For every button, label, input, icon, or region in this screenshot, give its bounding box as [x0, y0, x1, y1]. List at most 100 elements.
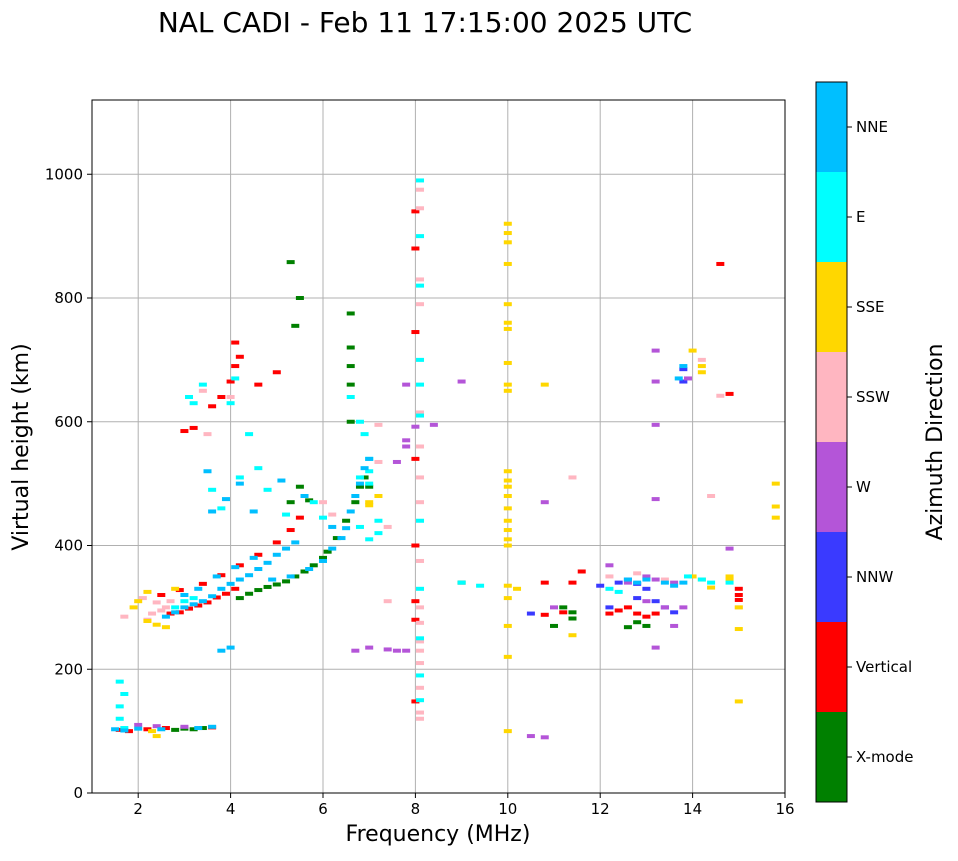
data-point: [416, 302, 425, 307]
data-point: [568, 633, 577, 638]
series-nne: [111, 364, 688, 733]
colorbar-segment: [816, 82, 847, 172]
data-point: [503, 484, 512, 489]
x-tick-label: 10: [498, 800, 517, 818]
data-point: [683, 376, 692, 381]
data-point: [235, 563, 244, 568]
data-point: [235, 596, 244, 601]
data-point: [416, 685, 425, 690]
data-point: [332, 536, 341, 541]
data-point: [383, 599, 392, 604]
data-point: [189, 401, 198, 406]
data-point: [550, 623, 558, 628]
data-point: [416, 558, 425, 563]
data-point: [365, 484, 374, 489]
data-point: [568, 610, 577, 615]
series-e: [115, 178, 734, 731]
data-point: [143, 618, 152, 623]
data-point: [651, 611, 660, 616]
data-point: [319, 500, 327, 505]
data-point: [411, 617, 420, 622]
data-point: [134, 722, 143, 727]
data-point: [688, 348, 697, 353]
data-point: [254, 567, 263, 572]
data-point: [355, 524, 364, 529]
x-tick-label: 6: [318, 800, 328, 818]
data-point: [282, 546, 291, 551]
data-point: [416, 277, 425, 282]
colorbar-tick-label: NNE: [856, 118, 888, 136]
data-point: [771, 504, 780, 509]
data-point: [416, 283, 425, 288]
data-point: [365, 503, 374, 508]
data-point: [120, 726, 129, 731]
data-point: [328, 546, 337, 551]
data-point: [642, 614, 651, 619]
data-point: [416, 636, 425, 641]
data-point: [217, 506, 226, 511]
data-point: [365, 469, 374, 474]
x-tick-label: 16: [775, 800, 794, 818]
data-point: [235, 481, 244, 486]
data-point: [503, 506, 512, 511]
colorbar-segment: [816, 532, 847, 622]
data-point: [194, 726, 203, 731]
data-point: [734, 605, 743, 610]
data-point: [660, 580, 669, 585]
data-point: [416, 187, 425, 192]
x-axis-label: Frequency (MHz): [346, 822, 531, 847]
data-point: [614, 589, 623, 594]
data-point: [272, 552, 281, 557]
data-point: [416, 500, 425, 505]
data-point: [623, 605, 632, 610]
data-point: [734, 627, 743, 632]
data-point: [633, 571, 642, 576]
data-point: [725, 574, 734, 579]
data-point: [365, 456, 374, 461]
points-layer: [111, 178, 780, 740]
y-tick-label: 800: [54, 289, 83, 307]
data-point: [365, 645, 374, 650]
data-point: [319, 555, 327, 560]
data-point: [111, 727, 120, 732]
data-point: [503, 543, 512, 548]
data-point: [651, 577, 660, 582]
data-point: [208, 594, 217, 599]
data-point: [674, 376, 683, 381]
data-point: [540, 382, 549, 387]
data-point: [734, 593, 743, 597]
data-point: [559, 605, 568, 610]
data-point: [189, 727, 198, 732]
data-point: [670, 610, 679, 615]
data-point: [716, 393, 725, 398]
data-point: [152, 734, 161, 739]
data-point: [346, 345, 355, 350]
data-point: [249, 509, 258, 514]
data-point: [411, 699, 420, 704]
data-point: [189, 602, 198, 607]
data-point: [319, 515, 327, 520]
data-point: [180, 605, 189, 610]
data-point: [161, 605, 170, 610]
data-point: [411, 599, 420, 604]
colorbar-tick-label: Vertical: [856, 658, 912, 676]
grid-layer: [92, 100, 786, 794]
data-point: [651, 422, 660, 427]
data-point: [346, 419, 355, 424]
data-point: [503, 388, 512, 393]
data-point: [291, 323, 300, 328]
data-point: [457, 379, 466, 384]
data-point: [734, 597, 743, 602]
data-point: [550, 605, 558, 610]
y-tick-label: 1000: [45, 165, 83, 183]
data-point: [231, 340, 240, 345]
data-point: [503, 596, 512, 601]
colorbar-tick-label: SSE: [856, 298, 885, 316]
data-point: [226, 645, 235, 650]
data-point: [351, 648, 360, 653]
data-point: [346, 395, 355, 399]
data-point: [416, 639, 425, 644]
data-point: [568, 580, 577, 585]
data-point: [429, 422, 438, 427]
